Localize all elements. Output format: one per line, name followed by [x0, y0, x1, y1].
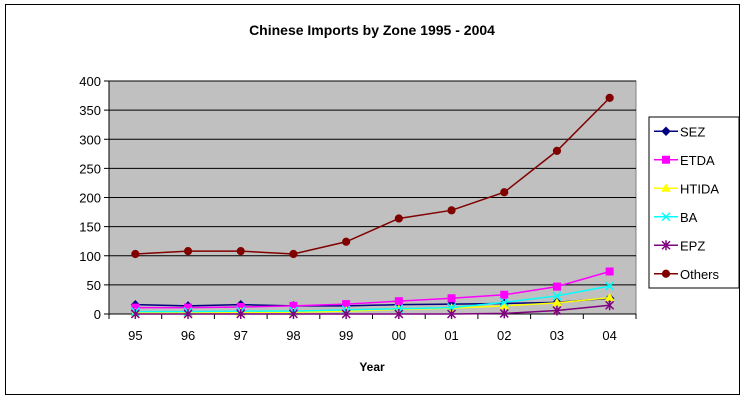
x-tick-labels: 95 96 97 98 99 00 01 02 03 04: [128, 328, 617, 343]
legend: SEZ ETDA HTIDA BA EPZ Others: [648, 116, 739, 289]
series-line-epz: [135, 304, 610, 315]
data-point-ba: [447, 303, 457, 313]
data-point-epz: [499, 308, 509, 319]
y-tick-label: 350: [79, 103, 101, 118]
x-tick-label: 99: [339, 328, 353, 343]
data-point-others: [289, 249, 298, 259]
y-axis-label: Bil $: [28, 184, 42, 210]
legend-item-htida: HTIDA: [654, 181, 719, 196]
data-point-epz: [447, 309, 457, 319]
legend-label-sez: SEZ: [680, 124, 705, 139]
legend-item-ba: BA: [654, 210, 698, 225]
legend-label-epz: EPZ: [680, 238, 705, 253]
legend-item-others: Others: [654, 267, 720, 282]
series-epz: [130, 300, 615, 319]
x-tick-label: 00: [392, 328, 406, 343]
data-point-ba: [605, 281, 615, 291]
data-point-ba: [552, 291, 562, 301]
chart-frame: Chinese Imports by Zone 1995 - 2004 0 50 1…: [5, 4, 740, 395]
data-point-ba: [499, 297, 509, 307]
legend-marker-ba: [661, 212, 671, 222]
legend-marker-epz: [661, 240, 671, 251]
legend-marker-others: [661, 269, 671, 278]
legend-box: [648, 116, 739, 289]
data-point-etda: [447, 294, 456, 303]
legend-label-etda: ETDA: [680, 153, 715, 168]
x-tick-label: 98: [286, 328, 300, 343]
y-tick-label: 250: [79, 161, 101, 176]
data-point-epz: [130, 309, 140, 319]
legend-item-sez: SEZ: [654, 124, 705, 139]
data-point-others: [500, 188, 509, 197]
data-point-epz: [605, 300, 615, 311]
y-tick-label: 200: [79, 191, 101, 206]
x-tick-label: 96: [181, 328, 195, 343]
data-point-others: [552, 146, 562, 155]
data-point-others: [394, 214, 403, 223]
data-point-others: [605, 93, 614, 102]
series-line-etda: [135, 270, 610, 309]
data-point-epz: [183, 309, 193, 319]
legend-item-etda: ETDA: [654, 153, 715, 168]
x-tick-label: 95: [128, 328, 142, 343]
series-line-sez: [135, 297, 610, 307]
data-point-etda: [394, 297, 403, 306]
data-point-epz: [394, 309, 404, 319]
y-tick-label: 0: [94, 307, 101, 322]
legend-label-others: Others: [680, 267, 720, 282]
legend-label-ba: BA: [680, 210, 698, 225]
data-point-epz: [341, 309, 351, 319]
y-tick-label: 300: [79, 132, 101, 147]
x-tick-label: 02: [497, 328, 511, 343]
data-point-etda: [500, 290, 509, 299]
x-tick-label: 01: [444, 328, 458, 343]
legend-marker-etda: [662, 155, 670, 164]
data-point-epz: [288, 309, 298, 319]
data-point-epz: [552, 305, 562, 316]
data-point-others: [342, 237, 351, 246]
data-point-others: [131, 249, 140, 259]
data-point-others: [236, 246, 245, 256]
chart-title: Chinese Imports by Zone 1995 - 2004: [249, 22, 495, 38]
series-line-others: [135, 97, 611, 255]
data-point-etda: [605, 267, 614, 276]
series-lines: [130, 93, 615, 319]
x-tick-label: 03: [550, 328, 564, 343]
x-tick-label: 04: [602, 328, 616, 343]
series-others: [131, 93, 614, 259]
y-tick-labels: 0 50 100 150 200 250 300 350 400: [79, 74, 101, 322]
series-line-ba: [135, 285, 610, 313]
series-etda: [131, 267, 614, 312]
legend-marker-sez: [661, 126, 671, 136]
line-chart: Chinese Imports by Zone 1995 - 2004 0 50 1…: [28, 22, 739, 374]
legend-marker-htida: [661, 183, 671, 192]
data-point-etda: [552, 282, 561, 291]
data-point-epz: [236, 309, 246, 319]
x-tick-label: 97: [234, 328, 248, 343]
legend-label-htida: HTIDA: [680, 181, 719, 196]
gridlines: [109, 80, 636, 286]
legend-item-epz: EPZ: [654, 238, 705, 253]
x-axis-label: Year: [359, 360, 385, 374]
data-point-others: [183, 246, 193, 256]
data-point-others: [447, 206, 456, 215]
y-tick-label: 50: [87, 278, 101, 293]
y-tick-label: 400: [79, 74, 101, 89]
y-tick-label: 150: [79, 220, 101, 235]
series-line-htida: [135, 296, 610, 314]
y-tick-label: 100: [79, 249, 101, 264]
